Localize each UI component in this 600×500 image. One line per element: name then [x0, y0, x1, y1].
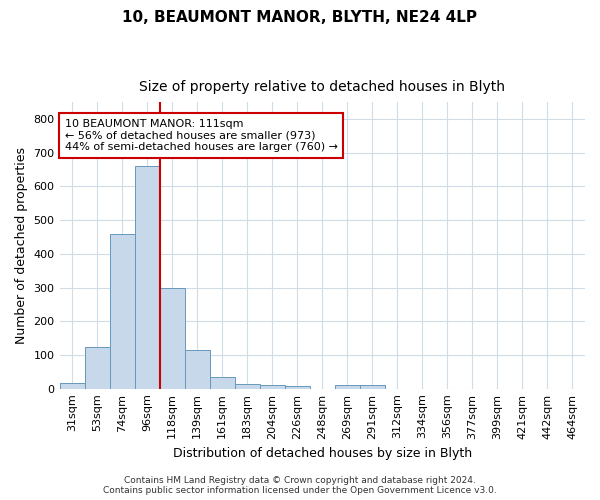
Bar	[185, 350, 209, 389]
Text: 10 BEAUMONT MANOR: 111sqm
← 56% of detached houses are smaller (973)
44% of semi: 10 BEAUMONT MANOR: 111sqm ← 56% of detac…	[65, 119, 338, 152]
Bar	[285, 386, 310, 388]
Bar	[360, 386, 385, 388]
Bar	[85, 346, 110, 389]
X-axis label: Distribution of detached houses by size in Blyth: Distribution of detached houses by size …	[173, 447, 472, 460]
Bar	[335, 386, 360, 388]
Bar	[110, 234, 134, 388]
Bar	[59, 382, 85, 388]
Bar	[260, 386, 285, 388]
Text: Contains HM Land Registry data © Crown copyright and database right 2024.
Contai: Contains HM Land Registry data © Crown c…	[103, 476, 497, 495]
Y-axis label: Number of detached properties: Number of detached properties	[15, 147, 28, 344]
Text: 10, BEAUMONT MANOR, BLYTH, NE24 4LP: 10, BEAUMONT MANOR, BLYTH, NE24 4LP	[122, 10, 478, 25]
Bar	[235, 384, 260, 388]
Title: Size of property relative to detached houses in Blyth: Size of property relative to detached ho…	[139, 80, 505, 94]
Bar	[160, 288, 185, 388]
Bar	[209, 377, 235, 388]
Bar	[134, 166, 160, 388]
